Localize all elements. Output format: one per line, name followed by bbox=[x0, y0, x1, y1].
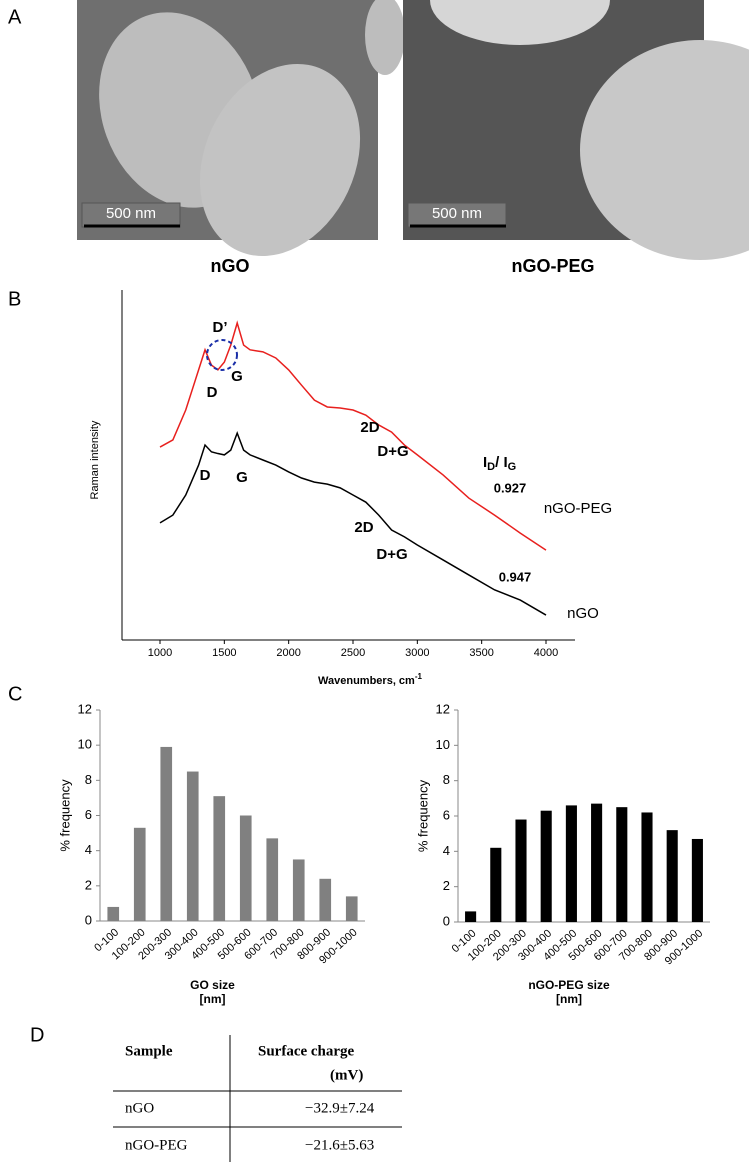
bar bbox=[616, 807, 628, 922]
y-tick-label: 12 bbox=[78, 701, 92, 716]
x-tick-label: 2000 bbox=[276, 647, 300, 659]
x-axis-label: GO size bbox=[190, 978, 235, 992]
ratio-label-text: I bbox=[483, 454, 487, 471]
panel-label: B bbox=[8, 288, 21, 310]
series-line bbox=[159, 431, 547, 616]
y-axis-label: % frequency bbox=[57, 779, 72, 852]
bar bbox=[133, 827, 146, 921]
annotation: 0.947 bbox=[499, 569, 532, 584]
annotation: G bbox=[231, 368, 243, 385]
ratio-label-sub: G bbox=[508, 461, 517, 473]
series-label: nGO bbox=[567, 605, 599, 622]
annotation: D bbox=[200, 467, 211, 484]
annotation: D’ bbox=[213, 319, 228, 336]
bar bbox=[666, 830, 678, 922]
bar bbox=[319, 878, 332, 921]
y-tick-label: 4 bbox=[443, 843, 450, 858]
y-tick-label: 6 bbox=[85, 807, 92, 822]
x-tick-label: 1500 bbox=[212, 647, 236, 659]
y-tick-label: 2 bbox=[85, 877, 92, 892]
scale-bar-label: 500 nm bbox=[106, 205, 156, 222]
table: Sample Surface charge (mV) nGO −32.9±7.2… bbox=[113, 1035, 402, 1162]
bar bbox=[565, 805, 577, 922]
x-axis-label-sup: -1 bbox=[415, 672, 423, 681]
y-tick-label: 0 bbox=[85, 912, 92, 927]
bar bbox=[266, 838, 279, 921]
bar bbox=[691, 838, 703, 922]
x-axis-label: [nm] bbox=[556, 992, 582, 1006]
annotation: 0.927 bbox=[494, 480, 527, 495]
image-caption: nGO bbox=[211, 256, 250, 276]
annotation: 2D bbox=[360, 419, 379, 436]
bar bbox=[490, 847, 502, 922]
table-header: Sample bbox=[125, 1043, 173, 1059]
x-tick-label: 4000 bbox=[534, 647, 558, 659]
x-tick-label: 1000 bbox=[148, 647, 172, 659]
table-header: Surface charge bbox=[258, 1043, 355, 1059]
x-tick-label: 3500 bbox=[469, 647, 493, 659]
x-axis-label: Wavenumbers, cm-1 bbox=[318, 672, 422, 687]
highlight-circle bbox=[206, 339, 238, 371]
series-label: nGO-PEG bbox=[544, 500, 612, 517]
series-line bbox=[159, 320, 547, 551]
x-axis-label-text: Wavenumbers, cm bbox=[318, 675, 415, 687]
annotation: 2D bbox=[354, 519, 373, 536]
y-axis-label: Raman intensity bbox=[89, 420, 101, 499]
table-cell: nGO bbox=[125, 1100, 154, 1116]
bar bbox=[641, 812, 653, 922]
ratio-label-sub: D bbox=[487, 461, 495, 473]
bar bbox=[239, 815, 252, 921]
x-axis-label: [nm] bbox=[200, 992, 226, 1006]
ratio-label-text: / I bbox=[495, 454, 508, 471]
y-axis-label: % frequency bbox=[415, 779, 430, 852]
image-caption: nGO-PEG bbox=[511, 256, 594, 276]
y-tick-label: 8 bbox=[85, 772, 92, 787]
y-tick-label: 10 bbox=[436, 737, 450, 752]
y-tick-label: 8 bbox=[443, 772, 450, 787]
scale-bar-label: 500 nm bbox=[432, 205, 482, 222]
table-header-unit: (mV) bbox=[330, 1067, 363, 1083]
tem-image: 500 nm bbox=[77, 0, 405, 257]
x-axis-label: nGO-PEG size bbox=[528, 978, 610, 992]
y-tick-label: 10 bbox=[78, 737, 92, 752]
ratio-label: ID/ IG bbox=[483, 454, 516, 473]
y-tick-label: 4 bbox=[85, 842, 92, 857]
annotation: D+G bbox=[376, 546, 407, 563]
tem-image: 500 nm bbox=[403, 0, 749, 260]
bar bbox=[160, 746, 173, 921]
table-cell: nGO-PEG bbox=[125, 1137, 188, 1153]
x-tick-label: 3000 bbox=[405, 647, 429, 659]
annotation: G bbox=[236, 469, 248, 486]
y-tick-label: 2 bbox=[443, 878, 450, 893]
panel-label: A bbox=[8, 6, 22, 28]
x-tick-label: 2500 bbox=[341, 647, 365, 659]
bar bbox=[292, 859, 305, 921]
bar bbox=[345, 896, 358, 921]
y-tick-label: 12 bbox=[436, 701, 450, 716]
bar bbox=[107, 906, 120, 921]
bar bbox=[186, 771, 199, 921]
annotation: D bbox=[207, 384, 218, 401]
panel-label: C bbox=[8, 683, 22, 705]
table-cell: −21.6±5.63 bbox=[305, 1137, 374, 1153]
y-tick-label: 6 bbox=[443, 807, 450, 822]
bar bbox=[515, 819, 527, 922]
bar bbox=[591, 803, 603, 922]
y-tick-label: 0 bbox=[443, 913, 450, 928]
bar bbox=[540, 810, 552, 922]
table-cell: −32.9±7.24 bbox=[305, 1100, 375, 1116]
bar bbox=[465, 911, 477, 922]
bar bbox=[213, 796, 226, 921]
panel-label: D bbox=[30, 1024, 44, 1046]
annotation: D+G bbox=[377, 443, 408, 460]
